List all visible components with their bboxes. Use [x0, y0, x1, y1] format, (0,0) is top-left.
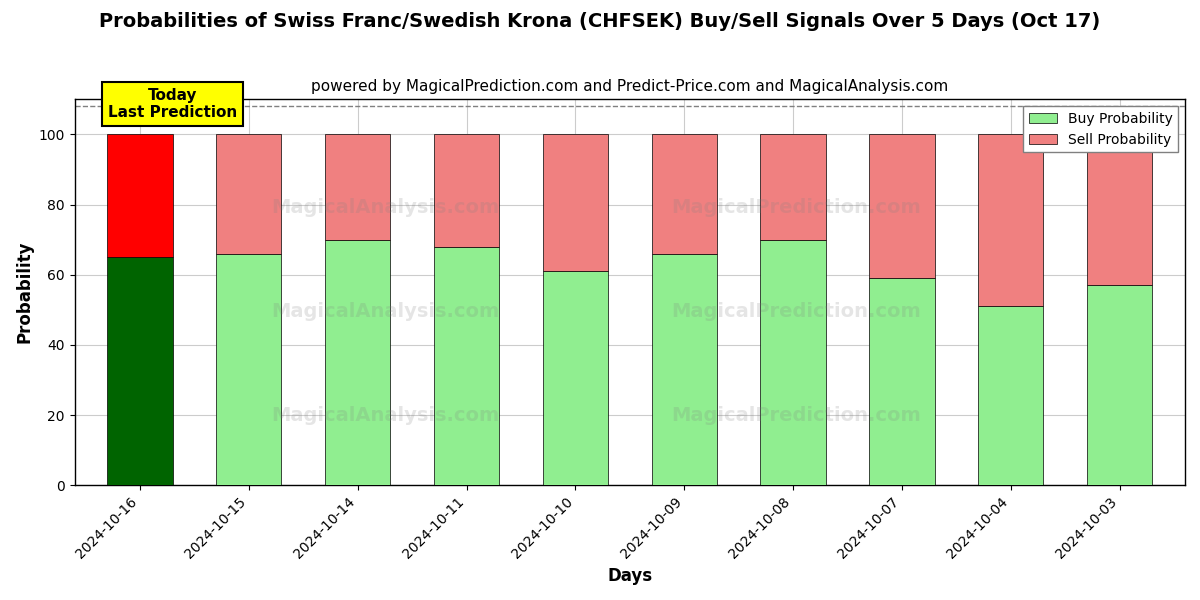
- X-axis label: Days: Days: [607, 567, 653, 585]
- Text: MagicalPrediction.com: MagicalPrediction.com: [672, 406, 922, 425]
- Y-axis label: Probability: Probability: [16, 241, 34, 343]
- Text: MagicalPrediction.com: MagicalPrediction.com: [672, 302, 922, 321]
- Bar: [652, 254, 716, 485]
- Bar: [978, 306, 1044, 485]
- Bar: [107, 134, 173, 257]
- Bar: [761, 239, 826, 485]
- Bar: [434, 134, 499, 247]
- Bar: [1087, 285, 1152, 485]
- Bar: [869, 278, 935, 485]
- Bar: [325, 239, 390, 485]
- Bar: [216, 134, 282, 254]
- Bar: [325, 134, 390, 239]
- Bar: [761, 134, 826, 239]
- Text: Probabilities of Swiss Franc/Swedish Krona (CHFSEK) Buy/Sell Signals Over 5 Days: Probabilities of Swiss Franc/Swedish Kro…: [100, 12, 1100, 31]
- Bar: [1087, 134, 1152, 285]
- Legend: Buy Probability, Sell Probability: Buy Probability, Sell Probability: [1024, 106, 1178, 152]
- Text: MagicalAnalysis.com: MagicalAnalysis.com: [271, 302, 499, 321]
- Bar: [434, 247, 499, 485]
- Bar: [542, 134, 608, 271]
- Bar: [107, 257, 173, 485]
- Text: MagicalAnalysis.com: MagicalAnalysis.com: [271, 406, 499, 425]
- Bar: [652, 134, 716, 254]
- Title: powered by MagicalPrediction.com and Predict-Price.com and MagicalAnalysis.com: powered by MagicalPrediction.com and Pre…: [311, 79, 948, 94]
- Text: MagicalPrediction.com: MagicalPrediction.com: [672, 198, 922, 217]
- Text: MagicalAnalysis.com: MagicalAnalysis.com: [271, 198, 499, 217]
- Bar: [869, 134, 935, 278]
- Text: Today
Last Prediction: Today Last Prediction: [108, 88, 238, 121]
- Bar: [542, 271, 608, 485]
- Bar: [216, 254, 282, 485]
- Bar: [978, 134, 1044, 306]
